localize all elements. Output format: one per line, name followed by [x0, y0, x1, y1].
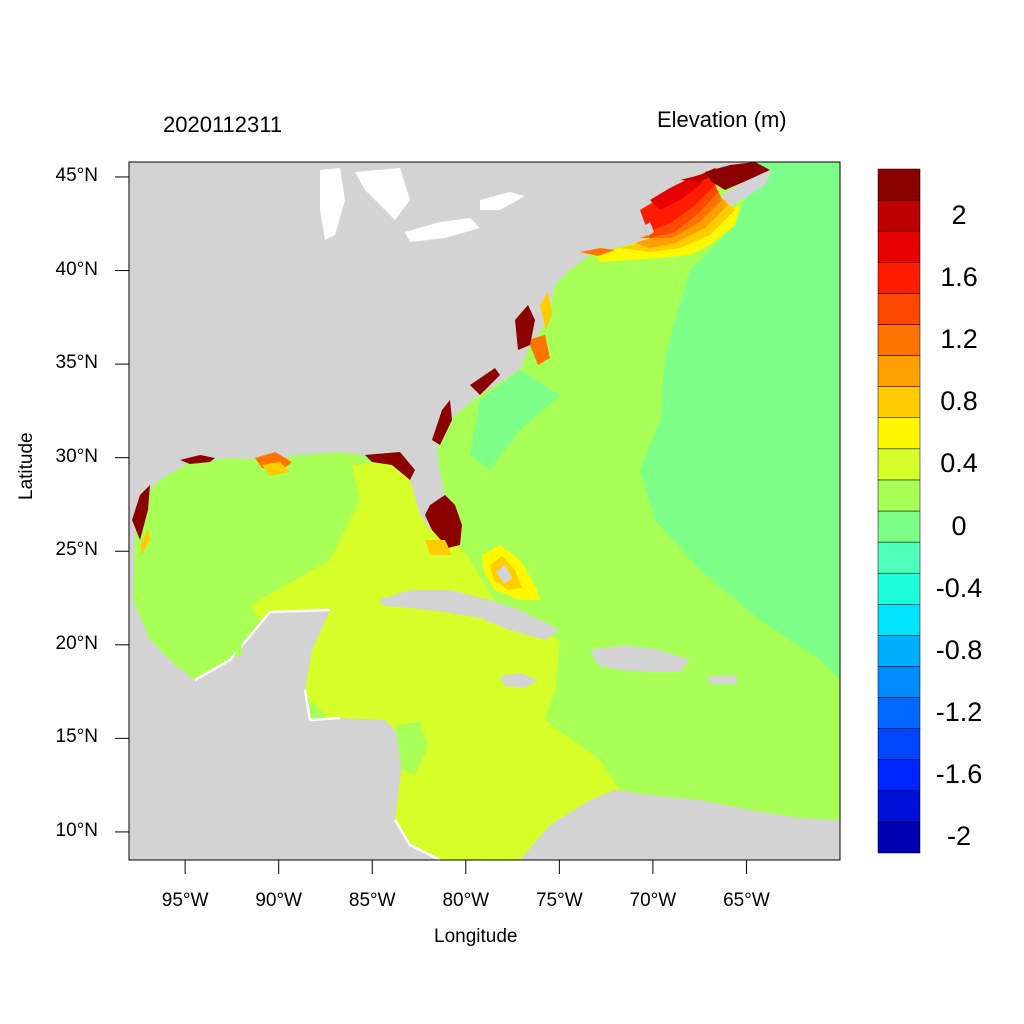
lon-tick-label: 75°W	[535, 890, 583, 911]
lat-tick-label: 25°N	[55, 539, 98, 561]
gulf-west-field	[135, 452, 352, 680]
colorbar-swatch	[877, 324, 921, 356]
yucatan-land	[195, 610, 330, 730]
colorbar-swatch	[877, 293, 921, 325]
colorbar-label: -0.4	[935, 572, 983, 603]
lon-tick-label: 65°W	[723, 890, 770, 911]
colorbar-swatch	[877, 479, 921, 512]
hispaniola-land	[590, 645, 690, 672]
lat-tick-label: 35°N	[55, 352, 98, 374]
lon-tick-label: 95°W	[161, 890, 209, 911]
great-lakes	[320, 168, 525, 242]
colorbar-swatch	[877, 604, 921, 636]
lon-tick-label: 90°W	[255, 890, 302, 911]
colorbar-label: -1.2	[935, 697, 983, 728]
lat-tick-label: 15°N	[55, 726, 98, 748]
colorbar-swatch	[877, 541, 921, 574]
colorbar-swatch	[877, 230, 921, 263]
offshore-band	[470, 370, 560, 470]
colorbar-swatch	[877, 168, 921, 201]
lon-tick-label: 85°W	[348, 890, 396, 911]
cuba-land	[378, 590, 560, 640]
colorbar-label: 0	[951, 510, 967, 541]
florida-land	[400, 440, 445, 510]
bahamas-surge	[482, 545, 540, 600]
caribbean-shelf-patch	[395, 722, 428, 775]
variable-title: Elevation (m)	[657, 107, 787, 132]
colorbar-swatch	[877, 262, 921, 294]
map-panel	[129, 162, 840, 860]
lon-tick-label: 80°W	[442, 890, 490, 911]
colorbar-label: 2	[951, 199, 967, 230]
colorbar-swatch	[877, 666, 921, 698]
caribbean-elevation-field	[250, 460, 620, 860]
lat-tick-label: 20°N	[55, 632, 98, 654]
lat-tick-label: 40°N	[55, 258, 98, 280]
plot-frame	[128, 161, 841, 861]
colorbar-label: 0.8	[940, 386, 978, 417]
central-america-land	[129, 700, 440, 860]
south-america-land	[520, 790, 840, 860]
colorbar-swatch	[877, 417, 921, 450]
lat-tick-marks	[115, 176, 129, 833]
florida-surge	[365, 400, 462, 555]
colorbar-swatch	[877, 790, 921, 823]
y-axis-label: Latitude	[16, 432, 37, 500]
lat-tick-label: 45°N	[55, 164, 98, 186]
colorbar-swatch	[877, 821, 921, 854]
colorbar-swatch	[877, 728, 921, 760]
colorbar-label: 1.2	[940, 324, 978, 354]
nova-scotia-land	[715, 170, 772, 208]
mid-atlantic-surge	[470, 292, 552, 395]
colorbar-swatch	[877, 510, 921, 543]
lat-tick-label: 30°N	[55, 445, 98, 467]
colorbar-swatch	[877, 448, 921, 481]
timestamp-title: 2020112311	[163, 112, 283, 137]
x-axis-label: Longitude	[434, 926, 518, 947]
gulf-shelf-patch	[232, 628, 242, 658]
colorbar-swatch	[877, 355, 921, 387]
jamaica-land	[500, 673, 538, 688]
colorbar-label: -1.6	[935, 759, 983, 790]
colorbar-swatch	[877, 635, 921, 667]
colorbar-label: -0.8	[935, 634, 983, 665]
colorbar-swatch	[877, 759, 921, 792]
colorbar-swatch	[877, 697, 921, 729]
caribbean-coast-outline	[194, 608, 441, 860]
colorbar-swatch	[877, 199, 921, 232]
puerto-rico-land	[708, 675, 738, 684]
colorbar	[877, 168, 921, 854]
lon-tick-label: 70°W	[629, 890, 677, 911]
lat-tick-label: 10°N	[55, 819, 98, 841]
colorbar-swatch	[877, 386, 921, 418]
gulf-coast-surge	[132, 452, 292, 555]
lon-tick-marks	[184, 860, 747, 874]
new-england-surge	[580, 162, 770, 262]
colorbar-label: -2	[946, 821, 971, 852]
colorbar-label: 1.6	[940, 261, 978, 292]
colorbar-label: 0.4	[940, 448, 978, 479]
